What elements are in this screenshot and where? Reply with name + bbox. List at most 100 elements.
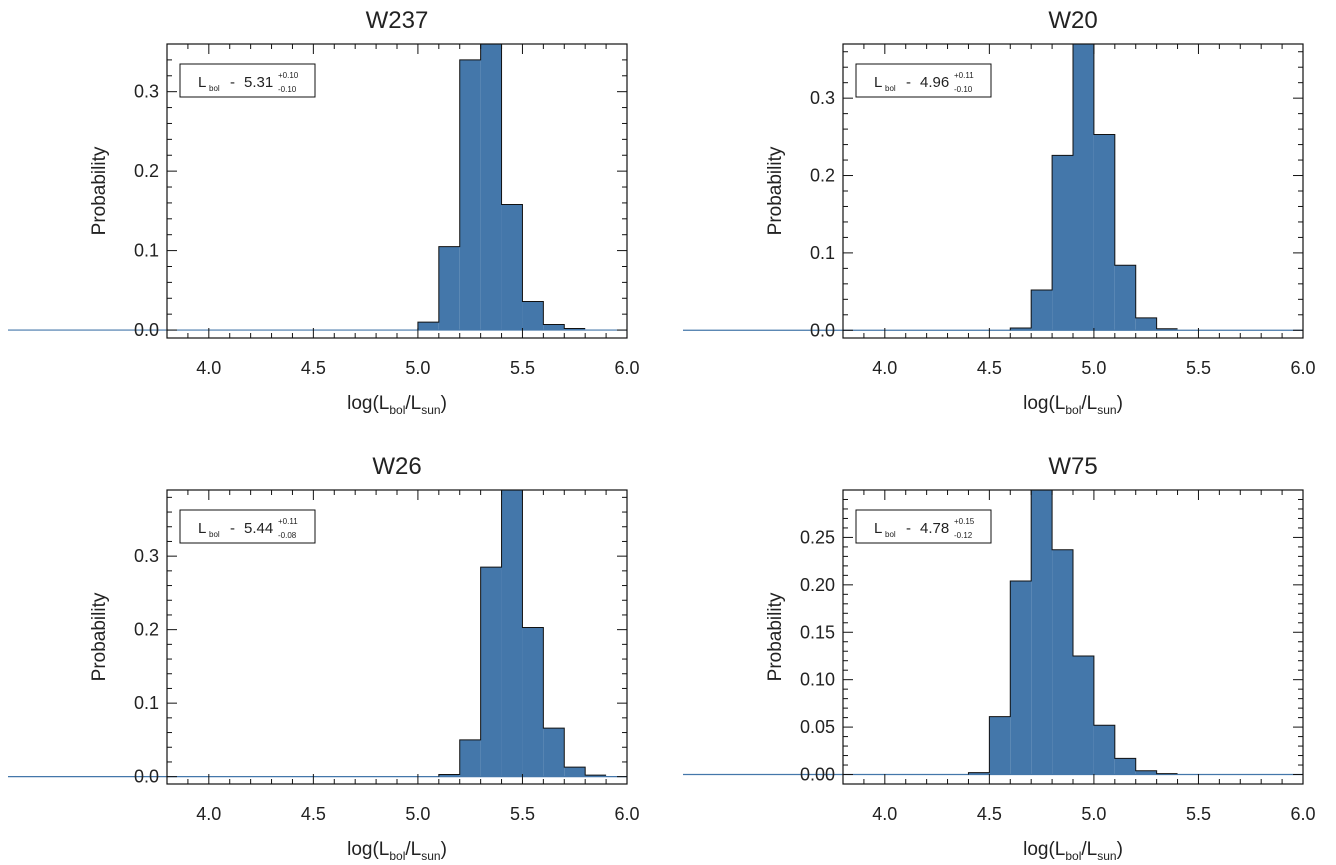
y-tick-label-0-05: 0.05 <box>800 717 835 737</box>
bar-5 <box>522 301 544 331</box>
bar-0 <box>968 772 990 775</box>
histogram-outline <box>1009 44 1178 331</box>
annotation-box <box>855 63 992 98</box>
x-axis-label-close: ) <box>1117 393 1123 414</box>
x-tick-label-5: 5.0 <box>1081 358 1106 378</box>
x-axis-label: log(Lbol/Lsun) <box>347 839 447 863</box>
annotation-minus: -0.10 <box>954 85 973 94</box>
bar-2 <box>1052 155 1073 331</box>
x-axis-label-sub1: bol <box>1065 403 1081 417</box>
x-axis-label-mid: /L <box>405 393 421 414</box>
x-axis-label-main: log(L <box>347 393 389 414</box>
bar-3 <box>480 44 502 331</box>
x-tick-label-5-5: 5.5 <box>510 804 535 824</box>
annotation-sub: bol <box>885 530 896 539</box>
annotation-value: 5.31 <box>244 74 273 91</box>
annotation-sep: - <box>906 74 911 91</box>
x-axis-label-main: log(L <box>347 839 389 860</box>
x-axis-label-sub1: bol <box>389 403 405 417</box>
bar-6 <box>564 767 586 777</box>
bars <box>438 490 607 777</box>
chart-title: W75 <box>1048 453 1097 480</box>
chart-title: W237 <box>366 7 429 34</box>
y-tick-label-0-1: 0.10 <box>800 670 835 690</box>
y-tick-label-0-1: 0.1 <box>134 693 159 713</box>
y-axis-label: Probability <box>765 592 786 681</box>
bar-3 <box>1073 44 1094 331</box>
y-tick-label-0-1: 0.1 <box>134 241 159 261</box>
annotation-sub: bol <box>885 84 896 93</box>
x-axis-label-mid: /L <box>405 839 421 860</box>
y-tick-label-0-25: 0.25 <box>800 527 835 547</box>
annotation-minus: -0.08 <box>278 531 297 540</box>
x-axis-label-sub1: bol <box>1065 849 1081 863</box>
y-tick-label-0: 0.0 <box>810 320 835 340</box>
bar-0 <box>417 322 439 331</box>
bar-3 <box>1031 490 1053 775</box>
y-tick-label-0-3: 0.3 <box>134 546 159 566</box>
annotation-box <box>179 509 316 544</box>
chart-title: W26 <box>372 453 421 480</box>
x-tick-label-4-5: 4.5 <box>301 358 326 378</box>
bar-6 <box>1093 725 1115 775</box>
y-tick-label-0: 0.00 <box>800 765 835 785</box>
bar-2 <box>480 567 502 777</box>
annotation-minus: -0.10 <box>278 85 297 94</box>
bar-5 <box>1073 655 1094 775</box>
x-tick-label-5: 5.0 <box>1081 804 1106 824</box>
annotation-plus: +0.10 <box>278 71 299 80</box>
y-tick-label-0: 0.0 <box>134 320 159 340</box>
x-tick-label-5-5: 5.5 <box>510 358 535 378</box>
y-axis-label: Probability <box>89 592 110 681</box>
y-tick-label-0-1: 0.1 <box>810 243 835 263</box>
bar-5 <box>543 728 565 777</box>
x-axis-label-sub1: bol <box>389 849 405 863</box>
annotation-plus: +0.11 <box>278 517 298 526</box>
bar-6 <box>1135 317 1157 331</box>
bars <box>967 490 1178 775</box>
y-axis-label: Probability <box>765 146 786 235</box>
bar-7 <box>1114 758 1136 775</box>
x-axis-label-sub2: sun <box>1097 849 1116 863</box>
y-tick-label-0-2: 0.20 <box>800 575 835 595</box>
x-axis-label-mid: /L <box>1081 839 1097 860</box>
annotation-value: 5.44 <box>244 520 273 537</box>
bar-3 <box>501 490 523 777</box>
bar-0 <box>1010 327 1032 331</box>
panel-1: 4.0 4.5 5.0 5.5 6.0 0.0 0.1 0.2 0.3 W20 Probabilit… <box>683 7 1316 417</box>
bar-7 <box>564 328 586 331</box>
bar-4 <box>522 627 544 777</box>
chart-title: W20 <box>1048 7 1097 34</box>
bar-0 <box>438 774 460 777</box>
x-axis-label-sub2: sun <box>1097 403 1116 417</box>
panel-2: 4.0 4.5 5.0 5.5 6.0 0.0 0.1 0.2 0.3 W26 Probabilit… <box>8 453 640 863</box>
x-axis-label-sub2: sun <box>421 849 440 863</box>
annotation-value: 4.78 <box>920 520 949 537</box>
x-axis-label-main: log(L <box>1023 393 1065 414</box>
x-axis-label: log(Lbol/Lsun) <box>1023 839 1123 863</box>
x-tick-label-4-5: 4.5 <box>977 358 1002 378</box>
annotation-name: L <box>198 520 206 537</box>
x-tick-label-5: 5.0 <box>405 804 430 824</box>
x-tick-label-4-5: 4.5 <box>977 804 1002 824</box>
annotation-name: L <box>198 74 206 91</box>
x-axis-label-close: ) <box>441 393 447 414</box>
x-axis-label-sub2: sun <box>421 403 440 417</box>
x-tick-label-4: 4.0 <box>196 804 221 824</box>
bar-2 <box>459 59 481 331</box>
y-tick-label-0-2: 0.2 <box>134 620 159 640</box>
annotation-name: L <box>874 520 882 537</box>
annotation-box <box>179 63 316 98</box>
annotation-sub: bol <box>209 530 220 539</box>
bar-8 <box>1135 770 1157 775</box>
x-tick-label-5-5: 5.5 <box>1186 804 1211 824</box>
y-tick-label-0-15: 0.15 <box>800 622 835 642</box>
y-tick-label-0-2: 0.2 <box>810 166 835 186</box>
annotation-plus: +0.11 <box>954 71 974 80</box>
x-axis-label-close: ) <box>441 839 447 860</box>
x-tick-label-6: 6.0 <box>614 358 639 378</box>
annotation-plus: +0.15 <box>954 517 975 526</box>
panel-3: 4.0 4.5 5.0 5.5 6.0 0.00 0.05 0.10 0.15 0.20 0.25 W… <box>683 453 1316 863</box>
panel-0: 4.0 4.5 5.0 5.5 6.0 0.0 0.1 0.2 0.3 W237 Probabili… <box>8 7 640 417</box>
bar-1 <box>438 246 460 331</box>
